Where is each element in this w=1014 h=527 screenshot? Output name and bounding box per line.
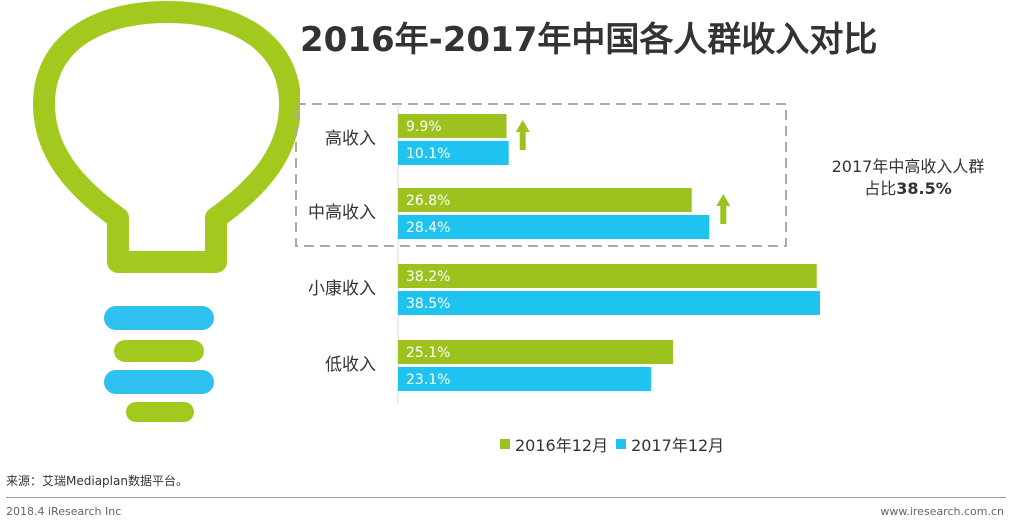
category-label: 高收入 [325, 129, 376, 149]
callout-line2: 占比38.5% [808, 178, 1008, 200]
bar-2016 [398, 114, 507, 138]
up-arrow-icon [716, 194, 731, 224]
up-arrow-icon [515, 120, 530, 150]
footer-copyright: 2018.4 iResearch Inc [6, 505, 122, 518]
bulb-base-stripe-1 [104, 306, 214, 330]
callout-prefix: 占比 [864, 179, 897, 198]
bar-2017 [398, 215, 710, 239]
data-label: 38.5% [406, 296, 450, 312]
lightbulb-illustration [33, 1, 300, 422]
callout-annotation: 2017年中高收入人群 占比38.5% [808, 156, 1008, 200]
data-label: 23.1% [406, 372, 450, 388]
source-note: 来源：艾瑞Mediaplan数据平台。 [6, 474, 188, 488]
bulb-base-stripe-4 [126, 402, 194, 422]
bulb-outline [33, 1, 300, 273]
category-label: 低收入 [325, 355, 376, 375]
footer-website: www.iresearch.com.cn [880, 505, 1004, 518]
highlight-box [295, 103, 787, 247]
data-label: 26.8% [406, 193, 450, 209]
category-label: 中高收入 [308, 203, 376, 223]
data-label: 10.1% [406, 146, 450, 162]
legend-swatch-2016 [500, 439, 510, 449]
chart-title: 2016年-2017年中国各人群收入对比 [300, 20, 878, 60]
data-label: 9.9% [406, 119, 442, 135]
bar-2017 [398, 367, 652, 391]
data-label: 38.2% [406, 269, 450, 285]
legend-item-2017: 2017年12月 [616, 432, 724, 456]
bar-2017 [398, 291, 820, 315]
bulb-base-stripe-2 [114, 340, 204, 362]
bar-2016 [398, 340, 674, 364]
legend-label-2016: 2016年12月 [515, 436, 609, 455]
bar-2016 [398, 264, 817, 288]
bar-2017 [398, 141, 509, 165]
callout-line1: 2017年中高收入人群 [831, 157, 985, 176]
bars-group: 高收入 9.9% 10.1% 中高收入 26.8% 28.4% 小康收入 38.2% 38.5%… [308, 114, 820, 391]
legend-swatch-2017 [616, 439, 627, 449]
bar-chart: 高收入 9.9% 10.1% 中高收入 26.8% 28.4% 小康收入 38.2% 38.5%… [295, 103, 820, 404]
callout-value: 38.5% [896, 179, 952, 198]
category-label: 小康收入 [308, 279, 376, 299]
footer-divider [6, 497, 1006, 498]
data-label: 25.1% [406, 345, 450, 361]
bar-2016 [398, 188, 692, 212]
data-label: 28.4% [406, 220, 450, 236]
legend: 2016年12月 2017年12月 [500, 432, 732, 456]
legend-label-2017: 2017年12月 [631, 436, 725, 455]
legend-item-2016: 2016年12月 [500, 432, 608, 456]
bulb-base-stripe-3 [104, 370, 214, 394]
